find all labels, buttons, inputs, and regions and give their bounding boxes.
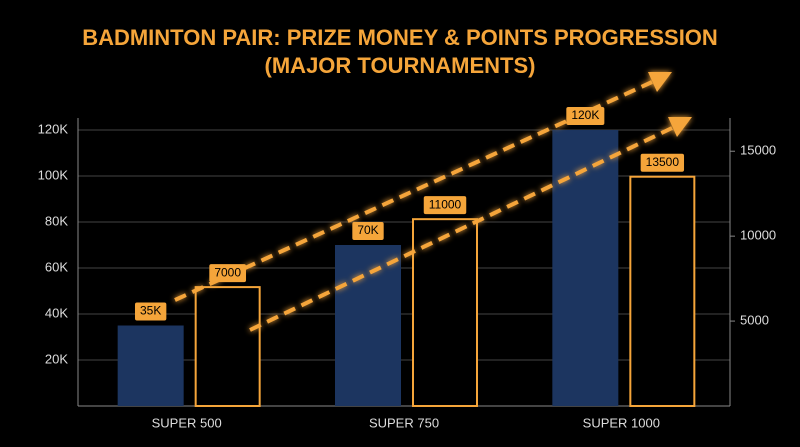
value-label: 11000	[429, 197, 462, 211]
y2-tick-label: 15000	[740, 143, 776, 158]
bar	[335, 245, 401, 406]
y2-tick-label: 5000	[740, 313, 769, 328]
y-tick-label: 40K	[45, 305, 68, 320]
bar	[412, 218, 478, 407]
bar	[194, 286, 261, 408]
value-label: 13500	[646, 155, 680, 169]
bar	[629, 175, 696, 407]
value-label-box	[134, 302, 167, 321]
arrow-head	[668, 117, 692, 137]
value-label-box	[566, 107, 605, 125]
y-tick-label: 20K	[45, 351, 68, 366]
bar	[117, 325, 184, 406]
chart-title: BADMINTON PAIR: PRIZE MONEY & POINTS PRO…	[82, 25, 718, 78]
x-tick-label: SUPER 500	[152, 415, 222, 430]
value-label: 120K	[571, 108, 599, 122]
x-tick-label: SUPER 1000	[583, 415, 660, 430]
bar	[552, 130, 619, 406]
y-tick-label: 80K	[45, 213, 68, 228]
value-label: 7000	[214, 265, 241, 279]
labels: 20K 40K 60K 80K 100K 120K 5000 10000 15000 SUPER …	[38, 107, 776, 430]
bars	[117, 130, 696, 408]
value-label-box	[423, 196, 467, 215]
trend-arrow	[249, 126, 673, 332]
value-label: 35K	[140, 304, 161, 318]
y-tick-label: 100K	[38, 167, 69, 182]
value-label-box	[352, 222, 384, 240]
y-tick-label: 60K	[45, 259, 68, 274]
y-tick-label: 120K	[38, 121, 69, 136]
value-label: 70K	[357, 223, 378, 237]
arrow-head	[648, 72, 672, 92]
value-label-box	[640, 153, 685, 172]
grid	[78, 129, 735, 361]
y2-tick-label: 10000	[740, 228, 776, 243]
value-label-box	[209, 264, 247, 283]
x-tick-label: SUPER 750	[369, 415, 439, 430]
